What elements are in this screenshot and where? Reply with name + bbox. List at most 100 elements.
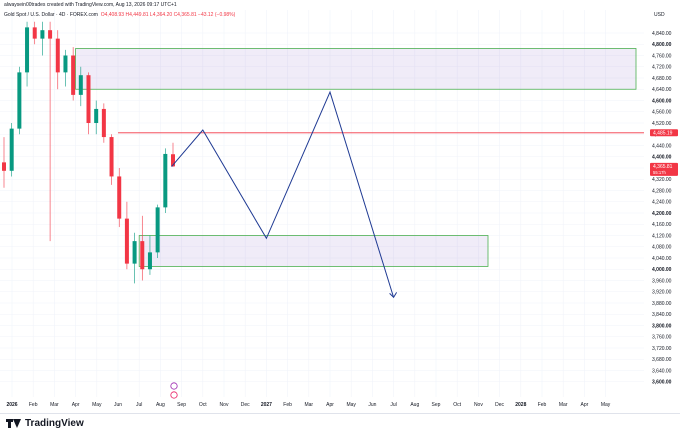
legend-open: O4,408.93 — [100, 12, 125, 18]
price-tag-value: 4,485.19 — [653, 130, 673, 136]
price-axis-label: 4,680.00 — [652, 76, 672, 82]
price-axis-label: 3,920.00 — [652, 290, 672, 296]
price-tag[interactable] — [650, 162, 678, 176]
price-axis-label: 4,040.00 — [652, 256, 672, 262]
price-axis-label: 4,200.00 — [652, 211, 672, 217]
time-axis-label: Dec — [241, 402, 250, 408]
price-tag-countdown: 55:17h — [653, 170, 666, 175]
supply-zone-box[interactable] — [75, 48, 637, 90]
price-axis-label: 3,720.00 — [652, 346, 672, 352]
price-axis-label: 4,520.00 — [652, 121, 672, 127]
price-axis-label: 4,800.00 — [652, 42, 672, 48]
candle-body[interactable] — [101, 108, 106, 138]
price-axis-label: 4,320.00 — [652, 177, 672, 183]
price-chart[interactable]: 4,840.00 4,800.00 4,760.00 4,720.00 4,680.00… — [0, 0, 680, 413]
time-axis-label: Jun — [368, 402, 376, 408]
price-axis-label: 3,640.00 — [652, 368, 672, 374]
candle-body[interactable] — [147, 252, 152, 270]
time-axis-label: Sep — [432, 402, 441, 408]
time-axis-label: Mar — [50, 402, 59, 408]
time-axis-label: May — [601, 402, 611, 408]
time-axis: 2026 Feb Mar Apr May Jun Jul Aug Sep Oct Nov Dec 202… — [6, 402, 610, 408]
candle-body[interactable] — [2, 162, 6, 171]
candle-body[interactable] — [171, 154, 175, 167]
symbol-name[interactable]: Gold Spot / U.S. Dollar · 4D · FOREX.com — [4, 12, 98, 18]
event-marker-icon[interactable] — [170, 382, 178, 390]
time-axis-label: Apr — [326, 402, 334, 408]
time-axis-label: Feb — [29, 402, 38, 408]
candle-body[interactable] — [63, 55, 68, 73]
price-axis-label: 3,600.00 — [652, 380, 672, 386]
candle-body[interactable] — [117, 176, 122, 219]
price-axis-label: 3,800.00 — [652, 323, 672, 329]
price-axis-label: 4,280.00 — [652, 188, 672, 194]
time-axis-label: Nov — [220, 402, 229, 408]
price-axis: 4,840.00 4,800.00 4,760.00 4,720.00 4,680.00… — [652, 31, 672, 386]
price-axis-label: 4,440.00 — [652, 143, 672, 149]
candle-body[interactable] — [124, 218, 129, 264]
price-axis-label: 4,560.00 — [652, 110, 672, 116]
candle-body[interactable] — [86, 75, 91, 123]
candle-body[interactable] — [78, 75, 83, 95]
price-tag[interactable] — [650, 129, 678, 137]
candle-body[interactable] — [32, 27, 37, 39]
projection-path — [171, 90, 398, 299]
time-axis-label: Apr — [72, 402, 80, 408]
time-axis-label: Mar — [304, 402, 313, 408]
symbol-legend: Gold Spot / U.S. Dollar · 4D · FOREX.com… — [4, 12, 235, 18]
price-axis-label: 3,880.00 — [652, 301, 672, 307]
attribution-text: alwaysein00trades created with TradingVi… — [4, 2, 177, 8]
candle-body[interactable] — [25, 27, 30, 73]
price-axis-label: 4,640.00 — [652, 87, 672, 93]
candle-body[interactable] — [163, 153, 168, 208]
footer-bar: TradingView — [0, 413, 680, 434]
time-axis-label: Aug — [156, 402, 165, 408]
price-tag-value: 4,365.81 — [653, 164, 673, 170]
flag-marker-icon[interactable] — [170, 391, 178, 399]
time-axis-label: Mar — [559, 402, 568, 408]
price-axis-label: 4,760.00 — [652, 53, 672, 59]
candle-body[interactable] — [40, 30, 45, 39]
time-axis-label: Feb — [538, 402, 547, 408]
price-axis-label: 4,160.00 — [652, 222, 672, 228]
candle-body[interactable] — [17, 72, 22, 129]
candle-body[interactable] — [140, 241, 145, 270]
price-axis-label: 4,720.00 — [652, 65, 672, 71]
time-axis-label: Oct — [199, 402, 207, 408]
price-axis-label: 4,000.00 — [652, 267, 672, 273]
time-axis-label: Apr — [581, 402, 589, 408]
price-axis-label: 4,120.00 — [652, 233, 672, 239]
currency-label[interactable]: USD — [654, 12, 665, 18]
candle-body[interactable] — [155, 207, 160, 253]
event-markers — [170, 382, 178, 399]
price-axis-label: 3,840.00 — [652, 312, 672, 318]
time-axis-label: May — [346, 402, 356, 408]
candle-body[interactable] — [94, 108, 99, 123]
candle-body[interactable] — [48, 30, 53, 39]
demand-zone-box[interactable] — [138, 235, 489, 267]
tradingview-logo[interactable]: TradingView — [6, 418, 84, 429]
time-axis-label: Dec — [495, 402, 504, 408]
legend-low: L4,364.20 — [149, 12, 173, 18]
time-axis-label: Jul — [136, 402, 142, 408]
time-axis-label: Nov — [474, 402, 483, 408]
price-axis-label: 4,240.00 — [652, 200, 672, 206]
candle-body[interactable] — [109, 137, 114, 177]
time-axis-label: Aug — [410, 402, 419, 408]
time-axis-label: Oct — [453, 402, 461, 408]
candle-body[interactable] — [71, 55, 76, 95]
candle-body[interactable] — [55, 38, 60, 73]
time-axis-label: 2028 — [515, 402, 526, 408]
price-axis-label: 3,760.00 — [652, 335, 672, 341]
legend-change: −43.12 (−0.98%) — [198, 12, 236, 18]
candlestick-series — [2, 21, 175, 284]
time-axis-label: Jul — [390, 402, 396, 408]
price-axis-label: 3,960.00 — [652, 278, 672, 284]
projection-line[interactable] — [171, 90, 395, 298]
candle-body[interactable] — [9, 128, 14, 171]
price-axis-label: 4,840.00 — [652, 31, 672, 37]
time-axis-label: Sep — [177, 402, 186, 408]
price-axis-label: 4,600.00 — [652, 98, 672, 104]
candle-body[interactable] — [132, 241, 137, 264]
